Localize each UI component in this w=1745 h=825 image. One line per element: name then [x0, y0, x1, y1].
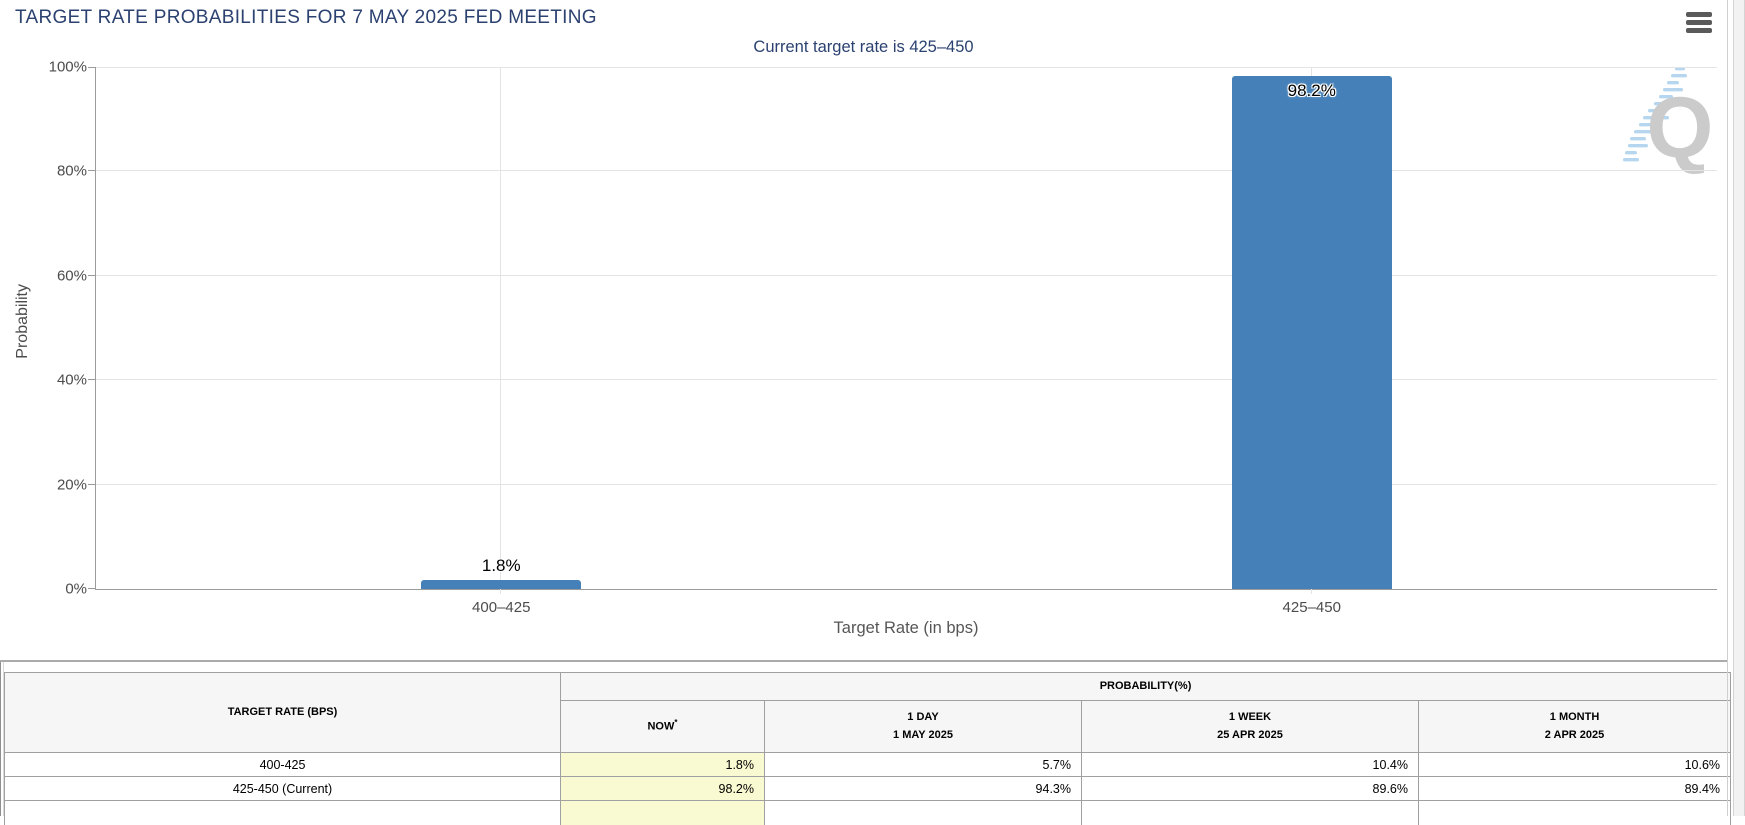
- cell-1-month: 10.6%: [1417, 752, 1732, 777]
- y-tick-label: 0%: [65, 580, 87, 598]
- menu-icon-bar: [1686, 12, 1712, 17]
- cell-1-day: 94.3%: [764, 776, 1082, 801]
- y-tick-mark: [88, 170, 95, 172]
- content-right-border: [1727, 0, 1728, 816]
- gridline: [500, 67, 502, 594]
- cell-1-day: [764, 800, 1082, 825]
- cell-1-month: 89.4%: [1417, 776, 1732, 801]
- page-title: TARGET RATE PROBABILITIES FOR 7 MAY 2025…: [15, 7, 597, 28]
- y-axis-title: Probability: [14, 284, 31, 359]
- bar-value-label: 98.2%: [1287, 81, 1336, 101]
- col-header-line: 1 DAY: [907, 711, 939, 724]
- x-axis-title: Target Rate (in bps): [833, 619, 979, 637]
- col-header-1-month: 1 MONTH 2 APR 2025: [1417, 700, 1732, 753]
- x-tick-label: 400–425: [472, 599, 531, 616]
- chart-area: Current target rate is 425–450 Q P: [0, 36, 1727, 662]
- y-tick-label: 60%: [56, 267, 87, 285]
- bar-400-425[interactable]: [421, 579, 582, 589]
- y-tick-label: 20%: [56, 476, 87, 494]
- y-tick-mark: [88, 588, 95, 589]
- y-tick-mark: [88, 483, 95, 485]
- col-header-date: 25 APR 2025: [1217, 728, 1283, 741]
- cell-now: 98.2%: [560, 776, 765, 801]
- header-bar: TARGET RATE PROBABILITIES FOR 7 MAY 2025…: [0, 0, 1727, 36]
- cell-now: [560, 800, 765, 825]
- col-header-now: NOW*: [560, 700, 765, 753]
- plot-area: 0% 20% 40% 60% 80% 100% 1.8% 98.2% 400–4…: [49, 59, 1717, 616]
- menu-icon-bar: [1686, 20, 1712, 25]
- chart-subtitle: Current target rate is 425–450: [753, 38, 974, 56]
- gridline: [96, 170, 1717, 172]
- col-header-line: 1 WEEK: [1228, 711, 1272, 724]
- y-tick-label: 80%: [56, 162, 87, 180]
- cell-now: 1.8%: [560, 752, 765, 777]
- col-header-1-week: 1 WEEK 25 APR 2025: [1081, 700, 1419, 753]
- col-group-header-probability: PROBABILITY(%): [559, 672, 1732, 701]
- table-row-clipped: [4, 800, 1732, 825]
- y-tick-mark: [88, 274, 95, 276]
- col-header-date: 2 APR 2025: [1544, 728, 1605, 741]
- bar-group-400-425: 1.8%: [421, 67, 582, 589]
- cell-1-month: [1417, 800, 1732, 825]
- cell-rate: 400-425: [4, 752, 561, 777]
- gridline: [96, 67, 1717, 68]
- x-tick-label: 425–450: [1282, 599, 1341, 616]
- table-row-425-450-current: 425-450 (Current) 98.2% 94.3% 89.6% 89.4…: [4, 776, 1732, 801]
- now-asterisk: *: [674, 718, 678, 728]
- col-header-line: 1 MONTH: [1549, 711, 1600, 724]
- cell-1-day: 5.7%: [764, 752, 1082, 777]
- y-tick-label: 100%: [48, 58, 87, 76]
- cell-1-week: 10.4%: [1081, 752, 1419, 777]
- vertical-scrollbar[interactable]: [1733, 0, 1745, 816]
- table-row-400-425: 400-425 1.8% 5.7% 10.4% 10.6%: [4, 752, 1732, 777]
- gridline: [96, 379, 1717, 381]
- gridline: [96, 483, 1717, 485]
- col-header-1-day: 1 DAY 1 MAY 2025: [764, 700, 1082, 753]
- quikstrike-watermark-icon: Q: [1620, 64, 1715, 176]
- menu-icon[interactable]: [1686, 12, 1712, 33]
- bar-value-label: 1.8%: [481, 555, 521, 575]
- col-header-now-label: NOW: [647, 720, 675, 733]
- y-tick-mark: [88, 379, 95, 381]
- cell-rate: 425-450 (Current): [4, 776, 561, 801]
- gridline: [96, 274, 1717, 276]
- cell-rate: [4, 800, 561, 825]
- bar-group-425-450: 98.2%: [1231, 67, 1392, 589]
- col-header-target-rate: TARGET RATE (BPS): [4, 672, 561, 753]
- y-tick-label: 40%: [56, 371, 87, 389]
- cell-1-week: [1081, 800, 1419, 825]
- menu-icon-bar: [1686, 28, 1712, 33]
- y-tick-mark: [88, 67, 95, 68]
- watermark-letter: Q: [1647, 80, 1714, 174]
- cell-1-week: 89.6%: [1081, 776, 1419, 801]
- col-header-date: 1 MAY 2025: [893, 728, 953, 741]
- probability-table: TARGET RATE (BPS) PROBABILITY(%) NOW* 1 …: [4, 672, 1732, 825]
- bar-425-450[interactable]: [1231, 76, 1392, 589]
